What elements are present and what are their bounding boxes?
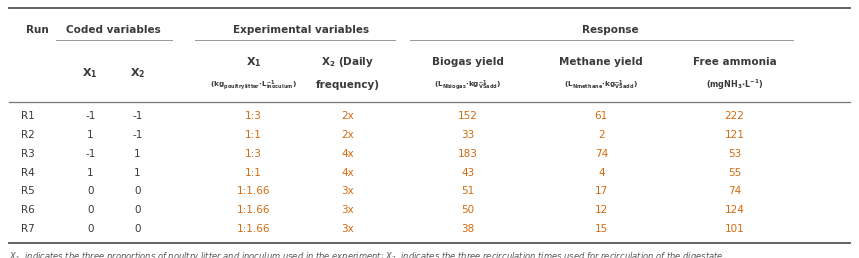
Text: 2x: 2x <box>342 111 354 121</box>
Text: 101: 101 <box>725 224 744 234</box>
Text: -1: -1 <box>132 111 143 121</box>
Text: 1:3: 1:3 <box>245 111 262 121</box>
Text: $X_1$, indicates the three proportions of poultry litter and inoculum used in th: $X_1$, indicates the three proportions o… <box>9 251 725 258</box>
Text: R2: R2 <box>21 130 35 140</box>
Text: 2x: 2x <box>342 130 354 140</box>
Text: -1: -1 <box>85 111 95 121</box>
Text: 3x: 3x <box>342 187 354 196</box>
Text: frequency): frequency) <box>316 80 380 90</box>
Text: 0: 0 <box>87 205 94 215</box>
Text: R3: R3 <box>21 149 35 159</box>
Text: 55: 55 <box>728 168 741 178</box>
Text: 38: 38 <box>461 224 475 234</box>
Text: Experimental variables: Experimental variables <box>233 25 369 35</box>
Text: 1:1.66: 1:1.66 <box>237 205 270 215</box>
Text: 0: 0 <box>134 187 141 196</box>
Text: -1: -1 <box>132 130 143 140</box>
Text: 1:1.66: 1:1.66 <box>237 224 270 234</box>
Text: 152: 152 <box>458 111 478 121</box>
Text: 17: 17 <box>594 187 608 196</box>
Text: Coded variables: Coded variables <box>66 25 161 35</box>
Text: 43: 43 <box>461 168 475 178</box>
Text: $\mathbf{(kg_{poultrylitter}{\cdot}L^{-1}_{inoculum})}$: $\mathbf{(kg_{poultrylitter}{\cdot}L^{-1… <box>210 78 297 92</box>
Text: 222: 222 <box>724 111 745 121</box>
Text: 121: 121 <box>724 130 745 140</box>
Text: $\mathbf{(L_{Nmethane}{\cdot}kg^{-1}_{VSadd})}$: $\mathbf{(L_{Nmethane}{\cdot}kg^{-1}_{VS… <box>564 78 638 92</box>
Text: 4x: 4x <box>342 168 354 178</box>
Text: 1: 1 <box>134 168 141 178</box>
Text: 1: 1 <box>134 149 141 159</box>
Text: $\mathbf{X_1}$: $\mathbf{X_1}$ <box>82 67 98 80</box>
Text: 1: 1 <box>87 168 94 178</box>
Text: 1:1: 1:1 <box>245 130 262 140</box>
Text: 1:1: 1:1 <box>245 168 262 178</box>
Text: Methane yield: Methane yield <box>559 57 643 67</box>
Text: 12: 12 <box>594 205 608 215</box>
Text: R7: R7 <box>21 224 35 234</box>
Text: $\mathbf{X_2}$ (Daily: $\mathbf{X_2}$ (Daily <box>321 55 375 69</box>
Text: 4x: 4x <box>342 149 354 159</box>
Text: 51: 51 <box>461 187 475 196</box>
Text: 1:1.66: 1:1.66 <box>237 187 270 196</box>
Text: Response: Response <box>582 25 638 35</box>
Text: R6: R6 <box>21 205 35 215</box>
Text: 0: 0 <box>87 187 94 196</box>
Text: $\mathbf{(mgNH_3{\cdot}L^{-1})}$: $\mathbf{(mgNH_3{\cdot}L^{-1})}$ <box>706 78 763 92</box>
Text: 0: 0 <box>87 224 94 234</box>
Text: $\mathbf{X_2}$: $\mathbf{X_2}$ <box>130 67 145 80</box>
Text: $\mathbf{X_1}$: $\mathbf{X_1}$ <box>246 55 261 69</box>
Text: 2: 2 <box>598 130 605 140</box>
Text: 3x: 3x <box>342 205 354 215</box>
Text: 33: 33 <box>461 130 475 140</box>
Text: R5: R5 <box>21 187 35 196</box>
Text: Free ammonia: Free ammonia <box>692 57 777 67</box>
Text: R1: R1 <box>21 111 35 121</box>
Text: 74: 74 <box>594 149 608 159</box>
Text: 61: 61 <box>594 111 608 121</box>
Text: 124: 124 <box>724 205 745 215</box>
Text: R4: R4 <box>21 168 35 178</box>
Text: 1:3: 1:3 <box>245 149 262 159</box>
Text: 53: 53 <box>728 149 741 159</box>
Text: Biogas yield: Biogas yield <box>432 57 504 67</box>
Text: 4: 4 <box>598 168 605 178</box>
Text: 0: 0 <box>134 224 141 234</box>
Text: 74: 74 <box>728 187 741 196</box>
Text: 50: 50 <box>461 205 475 215</box>
Text: 183: 183 <box>458 149 478 159</box>
Text: 3x: 3x <box>342 224 354 234</box>
Text: 1: 1 <box>87 130 94 140</box>
Text: Run: Run <box>26 25 48 35</box>
Text: 15: 15 <box>594 224 608 234</box>
Text: $\mathbf{(L_{Nbiogas}{\cdot}kg^{-1}_{VSadd})}$: $\mathbf{(L_{Nbiogas}{\cdot}kg^{-1}_{VSa… <box>435 78 502 92</box>
Text: -1: -1 <box>85 149 95 159</box>
Text: 0: 0 <box>134 205 141 215</box>
